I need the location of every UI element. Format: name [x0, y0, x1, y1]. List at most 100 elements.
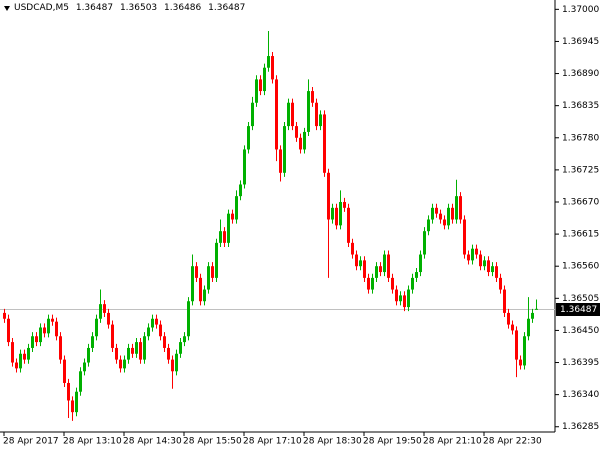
price-label-box	[556, 303, 600, 316]
y-tick-label: 1.36890	[562, 69, 599, 79]
candle-body	[71, 400, 74, 413]
last-close: 1.36487	[208, 3, 246, 13]
candle-body	[311, 91, 314, 103]
candle-body	[91, 336, 94, 348]
candle-body	[271, 56, 274, 80]
candle-body	[171, 359, 174, 372]
candle-body	[279, 149, 282, 173]
candle-body	[395, 289, 398, 302]
candle-body	[147, 327, 150, 337]
x-tick-label: 28 Apr 19:50	[363, 437, 422, 447]
y-tick-label: 1.36560	[562, 262, 599, 272]
candle-body	[243, 149, 246, 185]
candle-body	[319, 114, 322, 127]
candle-body	[515, 330, 518, 360]
candle-body	[203, 289, 206, 302]
x-tick-label: 28 Apr 22:30	[483, 437, 542, 447]
candle-body	[107, 312, 110, 325]
candle-body	[155, 318, 158, 325]
y-tick-label: 1.36615	[562, 230, 599, 240]
candle-body	[159, 324, 162, 337]
candle-body	[379, 266, 382, 273]
candle-body	[27, 347, 30, 360]
candle-body	[495, 266, 498, 278]
last-open: 1.36487	[75, 3, 114, 13]
candle-body	[143, 336, 146, 360]
candle-body	[11, 342, 14, 363]
candle-body	[199, 277, 202, 302]
candle-body	[215, 242, 218, 278]
candle-body	[43, 327, 46, 334]
candle-body	[59, 336, 62, 360]
candle-body	[219, 231, 222, 243]
last-high: 1.36503	[119, 3, 158, 13]
y-tick-label: 1.36835	[562, 101, 599, 111]
candle-body	[491, 266, 494, 273]
candle-body	[255, 79, 258, 103]
candle-body	[39, 327, 42, 343]
candle-body	[3, 312, 6, 319]
candle-body	[531, 312, 534, 319]
candle-body	[79, 371, 82, 392]
candle-body	[103, 304, 106, 313]
candle-body	[99, 304, 102, 319]
candle-body	[259, 79, 262, 92]
candle-body	[115, 347, 118, 360]
candle-body	[207, 266, 210, 290]
x-tick-label: 28 Apr 21:10	[423, 437, 482, 447]
menu-triangle[interactable]	[4, 6, 10, 11]
y-tick-label: 1.36505	[562, 294, 599, 304]
candle-body	[239, 184, 242, 197]
y-tick-label: 1.36670	[562, 197, 599, 207]
candle-body	[263, 67, 266, 92]
candle-body	[335, 207, 338, 226]
candle-body	[83, 362, 86, 372]
y-tick-label: 1.36945	[562, 37, 599, 47]
candle-body	[451, 207, 454, 220]
y-tick-label: 1.36780	[562, 133, 599, 143]
candle-body	[403, 295, 406, 308]
candle-body	[315, 102, 318, 127]
candle-body	[127, 347, 130, 360]
y-tick-label: 1.36340	[562, 390, 599, 400]
candle-body	[327, 172, 330, 220]
candle-body	[47, 318, 50, 334]
x-tick-label: 28 Apr 14:30	[123, 437, 182, 447]
y-tick-label: 1.37000	[562, 5, 599, 15]
candle-body	[87, 347, 90, 363]
candle-body	[483, 260, 486, 267]
candle-body	[63, 359, 66, 383]
candle-body	[295, 126, 298, 138]
candle-body	[519, 359, 522, 366]
candle-body	[367, 277, 370, 290]
candle-body	[375, 266, 378, 278]
candle-body	[251, 102, 254, 127]
candle-body	[499, 277, 502, 290]
price-label: 1.36487	[560, 305, 597, 315]
candle-body	[135, 342, 138, 354]
candle-body	[303, 131, 306, 150]
candle-body	[479, 254, 482, 267]
candle-body	[459, 196, 462, 220]
x-tick-label: 28 Apr 18:30	[303, 437, 362, 447]
candle-body	[51, 318, 54, 322]
candle-body	[307, 91, 310, 132]
candle-body	[359, 260, 362, 267]
candle-body	[151, 318, 154, 328]
candle-body	[227, 213, 230, 243]
candle-body	[287, 102, 290, 127]
x-tick-label: 28 Apr 2017	[3, 437, 59, 447]
candle-body	[211, 266, 214, 278]
candle-body	[511, 324, 514, 331]
candle-body	[267, 56, 270, 68]
candle-body	[75, 391, 78, 413]
candle-body	[195, 266, 198, 278]
candle-body	[247, 126, 250, 150]
candle-body	[507, 312, 510, 325]
x-tick-label: 28 Apr 17:10	[243, 437, 302, 447]
candle-body	[179, 342, 182, 354]
candle-body	[463, 219, 466, 255]
x-tick-label: 28 Apr 15:50	[183, 437, 242, 447]
